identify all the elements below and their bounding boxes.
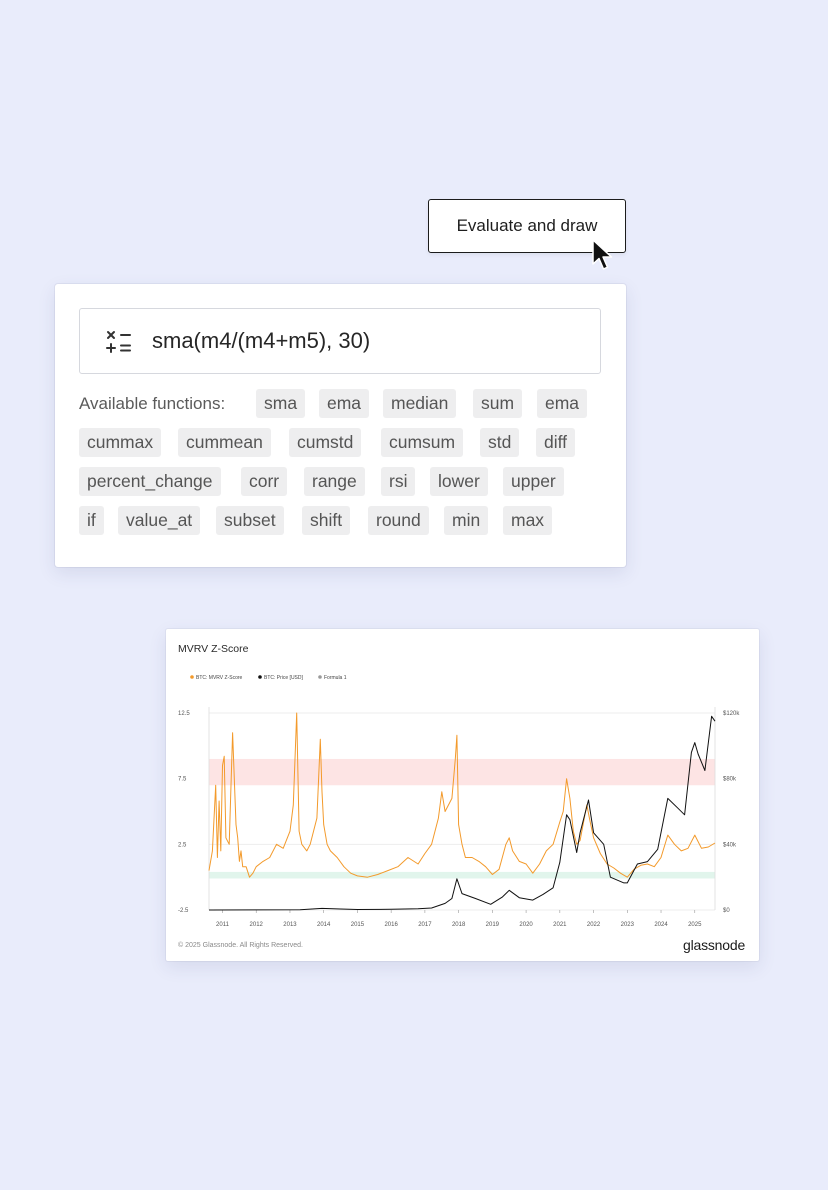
right-axis-tick-label: $40k: [723, 842, 737, 848]
legend-entry: Formula 1: [324, 675, 347, 681]
x-axis-tick-label: 2012: [250, 922, 264, 928]
formula-expression[interactable]: sma(m4/(m4+m5), 30): [152, 328, 371, 353]
function-chip[interactable]: min: [444, 506, 489, 535]
function-chip[interactable]: max: [503, 506, 553, 535]
left-axis-tick-label: -2.5: [178, 908, 189, 914]
function-chip[interactable]: lower: [430, 467, 488, 496]
function-chip[interactable]: diff: [536, 428, 576, 457]
function-chip[interactable]: std: [480, 428, 520, 457]
function-chip[interactable]: shift: [302, 506, 351, 535]
x-axis-tick-label: 2015: [351, 922, 365, 928]
chart-title: MVRV Z-Score: [178, 643, 249, 655]
mouse-cursor-icon: [592, 239, 613, 270]
right-axis-tick-label: $80k: [723, 777, 737, 783]
price-series-line: [208, 715, 716, 911]
left-axis-tick-label: 12.5: [178, 711, 190, 717]
mvrv-zscore-chart[interactable]: 12.5 7.5 2.5 -2.5 $120k $80k $40k $0 2011 2012 201…: [166, 629, 759, 939]
x-axis-tick-label: 2014: [317, 922, 331, 928]
evaluate-and-draw-button[interactable]: Evaluate and draw: [428, 199, 626, 253]
function-chip[interactable]: corr: [241, 467, 288, 496]
x-axis-tick-label: 2019: [486, 922, 500, 928]
legend-marker: [258, 675, 262, 679]
x-axis-tick-label: 2024: [654, 922, 668, 928]
function-chip[interactable]: cumstd: [289, 428, 362, 457]
function-chip[interactable]: upper: [503, 467, 564, 496]
right-axis-tick-label: $120k: [723, 711, 740, 717]
formula-editor-card: sma(m4/(m4+m5), 30) Available functions:…: [55, 284, 626, 567]
function-chip[interactable]: cummean: [178, 428, 271, 457]
legend-marker: [190, 675, 194, 679]
function-chip[interactable]: range: [304, 467, 365, 496]
zscore-series-line: [208, 712, 716, 878]
x-axis-tick-label: 2011: [216, 922, 230, 928]
function-chip[interactable]: sma: [256, 389, 306, 418]
function-chip[interactable]: median: [383, 389, 457, 418]
function-chip[interactable]: value_at: [118, 506, 201, 535]
x-axis-tick-label: 2016: [384, 922, 398, 928]
undervalued-band: [209, 871, 715, 879]
function-chip[interactable]: sum: [473, 389, 523, 418]
chart-card: MVRV Z-Score 12.5 7.5 2.5 -2.5 $120k $80k $40k…: [166, 629, 759, 961]
x-axis-tick-label: 2020: [519, 922, 533, 928]
function-chip[interactable]: ema: [537, 389, 588, 418]
legend-entry: BTC: Price [USD]: [264, 675, 304, 681]
function-chip[interactable]: cumsum: [381, 428, 464, 457]
function-chip[interactable]: rsi: [381, 467, 416, 496]
right-axis-tick-label: $0: [723, 908, 730, 914]
x-axis-tick-label: 2025: [688, 922, 702, 928]
formula-input[interactable]: sma(m4/(m4+m5), 30): [79, 308, 601, 374]
x-axis-tick-label: 2023: [621, 922, 635, 928]
available-functions-label: Available functions:: [79, 394, 226, 413]
function-chip[interactable]: subset: [216, 506, 284, 535]
function-chip[interactable]: ema: [319, 389, 370, 418]
glassnode-logo: glassnode: [683, 937, 746, 953]
calculator-operators-icon: [106, 331, 131, 353]
x-axis-tick-label: 2017: [418, 922, 432, 928]
overvalued-band: [209, 758, 715, 786]
function-chip[interactable]: percent_change: [79, 467, 221, 496]
left-axis-tick-label: 2.5: [178, 842, 187, 848]
x-axis-tick-label: 2013: [283, 922, 297, 928]
function-chip[interactable]: if: [79, 506, 104, 535]
function-chip[interactable]: cummax: [79, 428, 162, 457]
x-axis-tick-label: 2018: [452, 922, 466, 928]
function-chip[interactable]: round: [368, 506, 429, 535]
x-axis-tick-label: 2021: [553, 922, 567, 928]
copyright-text: © 2025 Glassnode. All Rights Reserved.: [178, 942, 304, 949]
legend-marker: [318, 675, 322, 679]
left-axis-tick-label: 7.5: [178, 777, 187, 783]
x-axis-tick-label: 2022: [587, 922, 601, 928]
legend-entry: BTC: MVRV Z-Score: [196, 675, 243, 681]
